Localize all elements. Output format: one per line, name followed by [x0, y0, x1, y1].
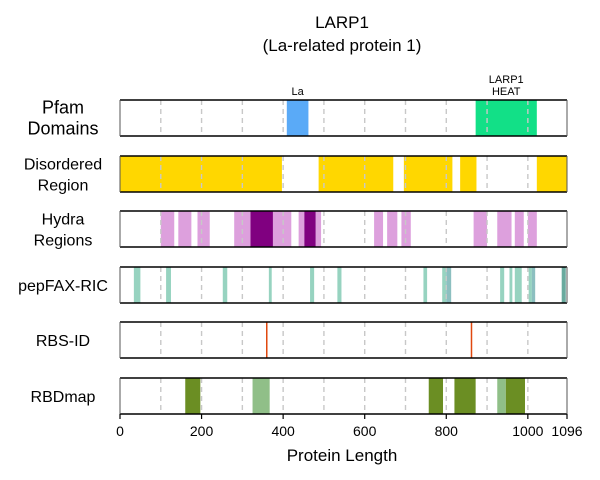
segment-rbdmap-4: [497, 378, 506, 414]
segment-pepfax-3: [268, 267, 272, 303]
x-tick-label-1000: 1000: [512, 423, 543, 439]
segment-disordered-3: [460, 156, 477, 192]
x-tick-label-800: 800: [435, 423, 459, 439]
track-label-rbsid: RBS-ID: [36, 333, 90, 350]
segment-pepfax-12: [528, 267, 532, 303]
chart-title: LARP1: [315, 13, 369, 32]
segment-rbdmap-0: [185, 378, 201, 414]
track-label-hydra: Regions: [34, 233, 93, 250]
segment-pepfax-0: [133, 267, 141, 303]
segment-hydra-4: [250, 211, 273, 247]
segment-rbsid-1: [470, 322, 473, 358]
track-label-hydra: Hydra: [42, 212, 85, 229]
segment-pepfax-7: [442, 267, 447, 303]
segment-hydra-10: [387, 211, 398, 247]
segment-pepfax-6: [423, 267, 428, 303]
segment-rbdmap-3: [454, 378, 476, 414]
segment-rbdmap-1: [252, 378, 270, 414]
segment-disordered-1: [318, 156, 394, 192]
segment-hydra-5: [272, 211, 292, 247]
track-label-rbdmap: RBDmap: [31, 389, 96, 406]
segment-hydra-13: [497, 211, 512, 247]
segment-pepfax-11: [514, 267, 522, 303]
segment-hydra-0: [160, 211, 175, 247]
segment-hydra-12: [473, 211, 488, 247]
segment-rbdmap-5: [505, 378, 525, 414]
x-tick-label-1096: 1096: [551, 423, 582, 439]
segment-rbdmap-2: [428, 378, 444, 414]
track-rbsid: RBS-ID: [36, 321, 568, 359]
track-label-pfam: Domains: [27, 119, 98, 139]
segment-pfam-1: [475, 100, 537, 136]
segment-pepfax-14: [561, 267, 566, 303]
segment-label-pfam-1: HEAT: [492, 86, 521, 98]
segment-hydra-1: [178, 211, 192, 247]
track-label-disordered: Region: [38, 178, 89, 195]
x-axis: 0 200 400 600 800 1000 1096: [116, 414, 583, 439]
x-tick-label-400: 400: [271, 423, 295, 439]
segment-hydra-6: [298, 211, 305, 247]
track-disordered: Disordered Region: [24, 155, 568, 195]
segment-pepfax-5: [337, 267, 342, 303]
x-tick-label-0: 0: [116, 423, 124, 439]
segment-rbsid-0: [266, 322, 268, 358]
segment-hydra-2: [197, 211, 210, 247]
segment-disordered-2: [403, 156, 453, 192]
segment-label-pfam-0: La: [291, 86, 304, 98]
segment-pepfax-9: [500, 267, 505, 303]
x-tick-label-200: 200: [190, 423, 214, 439]
segment-hydra-15: [527, 211, 537, 247]
segment-hydra-8: [315, 211, 322, 247]
segment-pepfax-8: [446, 267, 452, 303]
segment-hydra-7: [304, 211, 316, 247]
chart-subtitle: (La-related protein 1): [263, 36, 422, 55]
segment-pfam-0: [286, 100, 309, 136]
x-tick-label-600: 600: [353, 423, 377, 439]
track-label-disordered: Disordered: [24, 157, 102, 174]
segment-pepfax-10: [509, 267, 513, 303]
segment-hydra-9: [374, 211, 384, 247]
segment-label-pfam-1: LARP1: [489, 74, 524, 86]
segment-disordered-4: [536, 156, 567, 192]
track-label-pepfax: pepFAX-RIC: [18, 278, 108, 295]
track-hydra: Hydra Regions: [34, 210, 568, 250]
segment-pepfax-1: [166, 267, 171, 303]
track-pepfax: pepFAX-RIC: [18, 266, 568, 304]
track-rbdmap: RBDmap: [31, 377, 568, 415]
segment-hydra-14: [514, 211, 524, 247]
track-label-pfam: Pfam: [42, 98, 84, 118]
segment-pepfax-4: [310, 267, 315, 303]
x-axis-label: Protein Length: [287, 446, 398, 465]
segment-pepfax-13: [531, 267, 536, 303]
segment-pepfax-2: [222, 267, 228, 303]
